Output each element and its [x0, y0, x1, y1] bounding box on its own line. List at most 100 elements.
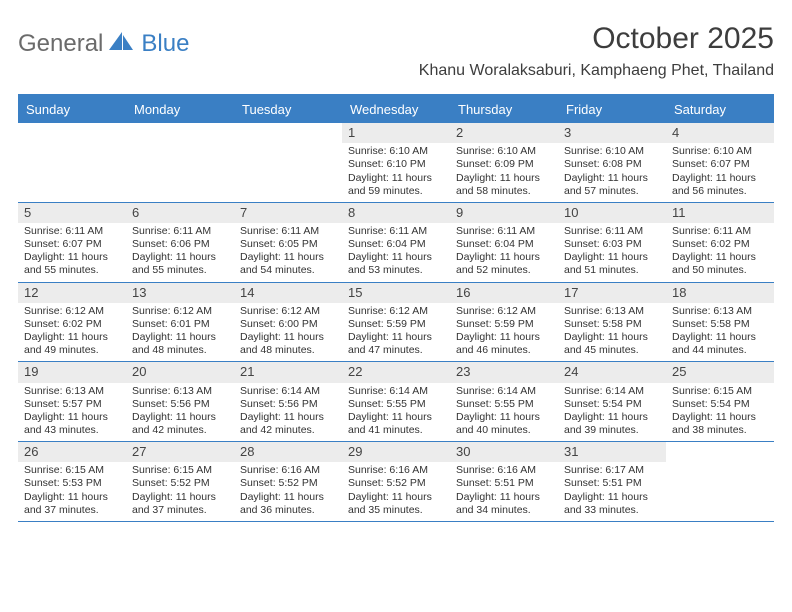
sunset-text: Sunset: 5:59 PM	[348, 318, 444, 331]
day-number: 4	[666, 123, 774, 143]
week-row: 26Sunrise: 6:15 AMSunset: 5:53 PMDayligh…	[18, 442, 774, 522]
sunset-text: Sunset: 5:58 PM	[672, 318, 768, 331]
sunset-text: Sunset: 6:01 PM	[132, 318, 228, 331]
page: General Blue October 2025 Khanu Woralaks…	[0, 0, 792, 522]
day-cell: 14Sunrise: 6:12 AMSunset: 6:00 PMDayligh…	[234, 283, 342, 362]
day-number: 31	[558, 442, 666, 462]
brand-part2: Blue	[141, 30, 189, 58]
day-cell: 17Sunrise: 6:13 AMSunset: 5:58 PMDayligh…	[558, 283, 666, 362]
day-cell: 6 Sunrise: 6:11 AMSunset: 6:06 PMDaylight…	[126, 203, 234, 282]
daylight-text: Daylight: 11 hours and 54 minutes.	[240, 251, 336, 277]
brand-logo: General Blue	[18, 30, 189, 58]
sunrise-text: Sunrise: 6:16 AM	[456, 464, 552, 477]
daylight-text: Daylight: 11 hours and 45 minutes.	[564, 331, 660, 357]
daylight-text: Daylight: 11 hours and 38 minutes.	[672, 411, 768, 437]
day-cell: 29Sunrise: 6:16 AMSunset: 5:52 PMDayligh…	[342, 442, 450, 521]
day-cell: 12Sunrise: 6:12 AMSunset: 6:02 PMDayligh…	[18, 283, 126, 362]
header: General Blue October 2025 Khanu Woralaks…	[18, 22, 774, 80]
calendar: SundayMondayTuesdayWednesdayThursdayFrid…	[18, 94, 774, 522]
sunset-text: Sunset: 5:56 PM	[132, 398, 228, 411]
sail-icon	[109, 32, 135, 57]
daylight-text: Daylight: 11 hours and 51 minutes.	[564, 251, 660, 277]
location-text: Khanu Woralaksaburi, Kamphaeng Phet, Tha…	[419, 62, 774, 80]
day-number: 21	[234, 362, 342, 382]
daylight-text: Daylight: 11 hours and 57 minutes.	[564, 172, 660, 198]
sunrise-text: Sunrise: 6:12 AM	[456, 305, 552, 318]
day-number: 25	[666, 362, 774, 382]
day-number: 10	[558, 203, 666, 223]
day-number: 28	[234, 442, 342, 462]
daylight-text: Daylight: 11 hours and 50 minutes.	[672, 251, 768, 277]
sunset-text: Sunset: 5:57 PM	[24, 398, 120, 411]
sunrise-text: Sunrise: 6:10 AM	[456, 145, 552, 158]
day-cell: 25Sunrise: 6:15 AMSunset: 5:54 PMDayligh…	[666, 362, 774, 441]
day-number: 14	[234, 283, 342, 303]
day-header: Saturday	[666, 96, 774, 123]
day-cell	[18, 123, 126, 202]
daylight-text: Daylight: 11 hours and 34 minutes.	[456, 491, 552, 517]
sunset-text: Sunset: 6:05 PM	[240, 238, 336, 251]
brand-part1: General	[18, 30, 103, 58]
sunset-text: Sunset: 5:51 PM	[564, 477, 660, 490]
sunrise-text: Sunrise: 6:11 AM	[24, 225, 120, 238]
week-row: 5Sunrise: 6:11 AMSunset: 6:07 PMDaylight…	[18, 203, 774, 283]
day-number: 16	[450, 283, 558, 303]
daylight-text: Daylight: 11 hours and 55 minutes.	[24, 251, 120, 277]
sunrise-text: Sunrise: 6:12 AM	[132, 305, 228, 318]
day-cell: 5Sunrise: 6:11 AMSunset: 6:07 PMDaylight…	[18, 203, 126, 282]
day-number: 6	[126, 203, 234, 223]
sunset-text: Sunset: 5:56 PM	[240, 398, 336, 411]
day-number: 9	[450, 203, 558, 223]
day-number: 7	[234, 203, 342, 223]
sunset-text: Sunset: 5:51 PM	[456, 477, 552, 490]
day-cell: 10Sunrise: 6:11 AMSunset: 6:03 PMDayligh…	[558, 203, 666, 282]
sunset-text: Sunset: 5:59 PM	[456, 318, 552, 331]
day-cell: 1Sunrise: 6:10 AMSunset: 6:10 PMDaylight…	[342, 123, 450, 202]
day-header: Wednesday	[342, 96, 450, 123]
day-number: 29	[342, 442, 450, 462]
sunset-text: Sunset: 6:07 PM	[24, 238, 120, 251]
day-cell	[666, 442, 774, 521]
day-number: 1	[342, 123, 450, 143]
day-cell: 27Sunrise: 6:15 AMSunset: 5:52 PMDayligh…	[126, 442, 234, 521]
day-cell: 18Sunrise: 6:13 AMSunset: 5:58 PMDayligh…	[666, 283, 774, 362]
day-number: 17	[558, 283, 666, 303]
day-cell	[126, 123, 234, 202]
day-cell: 19Sunrise: 6:13 AMSunset: 5:57 PMDayligh…	[18, 362, 126, 441]
daylight-text: Daylight: 11 hours and 56 minutes.	[672, 172, 768, 198]
sunset-text: Sunset: 5:55 PM	[456, 398, 552, 411]
day-header: Friday	[558, 96, 666, 123]
daylight-text: Daylight: 11 hours and 47 minutes.	[348, 331, 444, 357]
day-number: 30	[450, 442, 558, 462]
sunset-text: Sunset: 6:00 PM	[240, 318, 336, 331]
sunset-text: Sunset: 5:52 PM	[240, 477, 336, 490]
day-cell: 8Sunrise: 6:11 AMSunset: 6:04 PMDaylight…	[342, 203, 450, 282]
sunrise-text: Sunrise: 6:11 AM	[132, 225, 228, 238]
day-cell: 4Sunrise: 6:10 AMSunset: 6:07 PMDaylight…	[666, 123, 774, 202]
sunset-text: Sunset: 5:54 PM	[672, 398, 768, 411]
daylight-text: Daylight: 11 hours and 41 minutes.	[348, 411, 444, 437]
day-cell: 20Sunrise: 6:13 AMSunset: 5:56 PMDayligh…	[126, 362, 234, 441]
day-number: 26	[18, 442, 126, 462]
daylight-text: Daylight: 11 hours and 42 minutes.	[132, 411, 228, 437]
day-cell: 22Sunrise: 6:14 AMSunset: 5:55 PMDayligh…	[342, 362, 450, 441]
sunset-text: Sunset: 5:54 PM	[564, 398, 660, 411]
day-number: 11	[666, 203, 774, 223]
daylight-text: Daylight: 11 hours and 55 minutes.	[132, 251, 228, 277]
day-number: 22	[342, 362, 450, 382]
daylight-text: Daylight: 11 hours and 48 minutes.	[240, 331, 336, 357]
sunrise-text: Sunrise: 6:13 AM	[132, 385, 228, 398]
sunrise-text: Sunrise: 6:10 AM	[564, 145, 660, 158]
week-row: 12Sunrise: 6:12 AMSunset: 6:02 PMDayligh…	[18, 283, 774, 363]
day-number: 13	[126, 283, 234, 303]
sunrise-text: Sunrise: 6:11 AM	[348, 225, 444, 238]
daylight-text: Daylight: 11 hours and 36 minutes.	[240, 491, 336, 517]
day-cell: 21Sunrise: 6:14 AMSunset: 5:56 PMDayligh…	[234, 362, 342, 441]
daylight-text: Daylight: 11 hours and 44 minutes.	[672, 331, 768, 357]
sunset-text: Sunset: 6:06 PM	[132, 238, 228, 251]
day-number: 8	[342, 203, 450, 223]
day-header: Monday	[126, 96, 234, 123]
week-row: 1Sunrise: 6:10 AMSunset: 6:10 PMDaylight…	[18, 123, 774, 203]
daylight-text: Daylight: 11 hours and 53 minutes.	[348, 251, 444, 277]
sunrise-text: Sunrise: 6:16 AM	[348, 464, 444, 477]
